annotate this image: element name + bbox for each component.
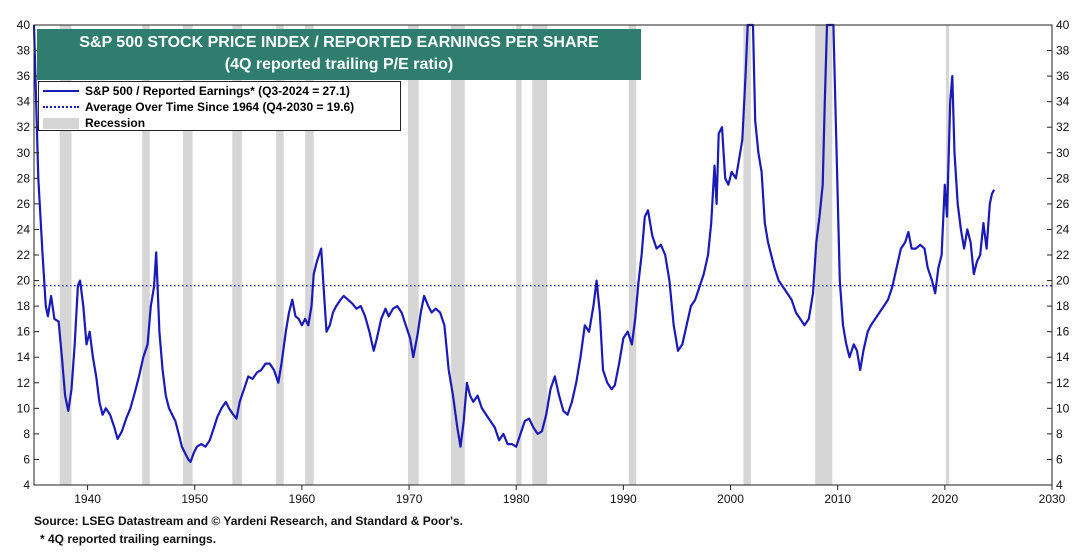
y-tick-label-left: 38: [17, 44, 31, 58]
y-tick-label-right: 26: [1056, 197, 1070, 211]
y-tick-label-left: 12: [17, 376, 31, 390]
y-tick-label-left: 32: [17, 120, 31, 134]
y-tick-label-left: 18: [17, 299, 31, 313]
x-tick-label: 1970: [396, 492, 423, 506]
x-tick-label: 1990: [610, 492, 637, 506]
x-tick-label: 2000: [717, 492, 744, 506]
y-tick-label-left: 14: [17, 350, 31, 364]
legend-label-average: Average Over Time Since 1964 (Q4-2030 = …: [85, 100, 354, 114]
y-tick-label-left: 6: [23, 452, 30, 466]
legend-entry-recession: Recession: [43, 115, 145, 131]
chart-title-box: S&P 500 STOCK PRICE INDEX / REPORTED EAR…: [37, 29, 641, 80]
y-tick-label-right: 36: [1056, 69, 1070, 83]
x-tick-label: 2010: [824, 492, 851, 506]
y-tick-label-left: 24: [17, 222, 31, 236]
legend-swatch-band: [43, 118, 79, 129]
y-tick-label-right: 32: [1056, 120, 1070, 134]
y-tick-label-left: 26: [17, 197, 31, 211]
x-tick-label: 1980: [503, 492, 530, 506]
y-tick-label-right: 14: [1056, 350, 1070, 364]
y-tick-label-right: 4: [1056, 478, 1063, 492]
x-tick-label: 1950: [181, 492, 208, 506]
legend-label-series: S&P 500 / Reported Earnings* (Q3-2024 = …: [85, 84, 350, 98]
chart-legend: S&P 500 / Reported Earnings* (Q3-2024 = …: [38, 81, 401, 131]
legend-label-recession: Recession: [85, 116, 145, 130]
recession-band: [815, 25, 832, 485]
y-tick-label-left: 10: [17, 401, 31, 415]
y-tick-label-left: 22: [17, 248, 31, 262]
y-tick-label-right: 22: [1056, 248, 1070, 262]
x-tick-label: 1940: [74, 492, 101, 506]
y-tick-label-right: 8: [1056, 427, 1063, 441]
recession-band: [408, 25, 419, 485]
legend-swatch-solid: [43, 90, 79, 92]
chart-title: S&P 500 STOCK PRICE INDEX / REPORTED EAR…: [37, 32, 641, 54]
legend-swatch-dotted: [43, 106, 79, 108]
y-tick-label-right: 34: [1056, 95, 1070, 109]
footnote: * 4Q reported trailing earnings.: [40, 532, 216, 546]
y-tick-label-right: 38: [1056, 44, 1070, 58]
y-tick-label-right: 24: [1056, 222, 1070, 236]
y-tick-label-left: 16: [17, 325, 31, 339]
recession-band: [451, 25, 465, 485]
y-tick-label-right: 10: [1056, 401, 1070, 415]
recession-band: [516, 25, 521, 485]
y-tick-label-left: 4: [23, 478, 30, 492]
y-tick-label-left: 34: [17, 95, 31, 109]
y-tick-label-right: 30: [1056, 146, 1070, 160]
y-tick-label-left: 36: [17, 69, 31, 83]
recession-band: [629, 25, 637, 485]
x-tick-label: 2030: [1039, 492, 1066, 506]
legend-entry-series: S&P 500 / Reported Earnings* (Q3-2024 = …: [43, 83, 350, 99]
y-tick-label-left: 40: [17, 18, 31, 32]
y-tick-label-left: 28: [17, 171, 31, 185]
y-tick-label-left: 30: [17, 146, 31, 160]
y-tick-label-right: 12: [1056, 376, 1070, 390]
chart-subtitle: (4Q reported trailing P/E ratio): [37, 54, 641, 76]
legend-entry-average: Average Over Time Since 1964 (Q4-2030 = …: [43, 99, 354, 115]
y-tick-label-right: 18: [1056, 299, 1070, 313]
y-tick-label-right: 28: [1056, 171, 1070, 185]
y-tick-label-left: 20: [17, 274, 31, 288]
y-tick-label-right: 40: [1056, 18, 1070, 32]
y-tick-label-right: 16: [1056, 325, 1070, 339]
source-note: Source: LSEG Datastream and © Yardeni Re…: [34, 514, 463, 528]
y-tick-label-right: 6: [1056, 452, 1063, 466]
recession-band: [946, 25, 949, 485]
y-tick-label-right: 20: [1056, 274, 1070, 288]
y-tick-label-left: 8: [23, 427, 30, 441]
x-tick-label: 2020: [931, 492, 958, 506]
x-tick-label: 1960: [289, 492, 316, 506]
